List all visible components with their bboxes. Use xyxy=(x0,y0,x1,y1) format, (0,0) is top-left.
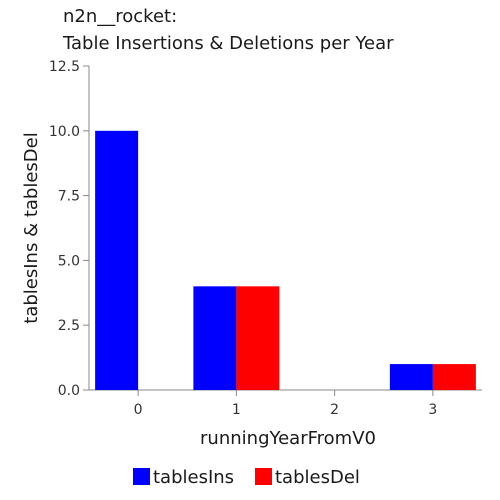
legend-swatch-tablesIns xyxy=(133,468,150,485)
legend: tablesIns tablesDel xyxy=(133,467,360,488)
y-tick-label: 7.5 xyxy=(58,189,80,205)
y-tick-label: 0.0 xyxy=(58,383,80,399)
y-tick-label: 5.0 xyxy=(58,253,80,269)
legend-label-tablesIns: tablesIns xyxy=(153,467,234,488)
legend-label-tablesDel: tablesDel xyxy=(275,467,360,488)
x-tick-label: 3 xyxy=(428,402,437,418)
bar-tablesDel-3 xyxy=(432,364,476,390)
bar-tablesIns-0 xyxy=(95,130,139,391)
bar-tablesDel-1 xyxy=(236,286,280,390)
x-tick-label: 1 xyxy=(232,402,241,418)
legend-swatch-tablesDel xyxy=(255,468,272,485)
chart-title-line-2: Table Insertions & Deletions per Year xyxy=(62,33,394,54)
bar-tablesIns-3 xyxy=(389,364,433,390)
chart-title-line-1: n2n__rocket: xyxy=(63,6,177,27)
y-tick-label: 2.5 xyxy=(58,318,80,334)
x-tick-label: 2 xyxy=(330,402,339,418)
y-tick-label: 10.0 xyxy=(49,124,80,140)
x-tick-label: 0 xyxy=(134,402,143,418)
plot-area: 0.0 2.5 5.0 7.5 10.0 12.5 0 1 2 3 xyxy=(49,59,482,418)
y-axis-label: tablesIns & tablesDel xyxy=(21,132,42,323)
y-tick-label: 12.5 xyxy=(49,59,80,75)
x-axis-label: runningYearFromV0 xyxy=(200,428,376,449)
bar-tablesIns-1 xyxy=(193,286,237,390)
